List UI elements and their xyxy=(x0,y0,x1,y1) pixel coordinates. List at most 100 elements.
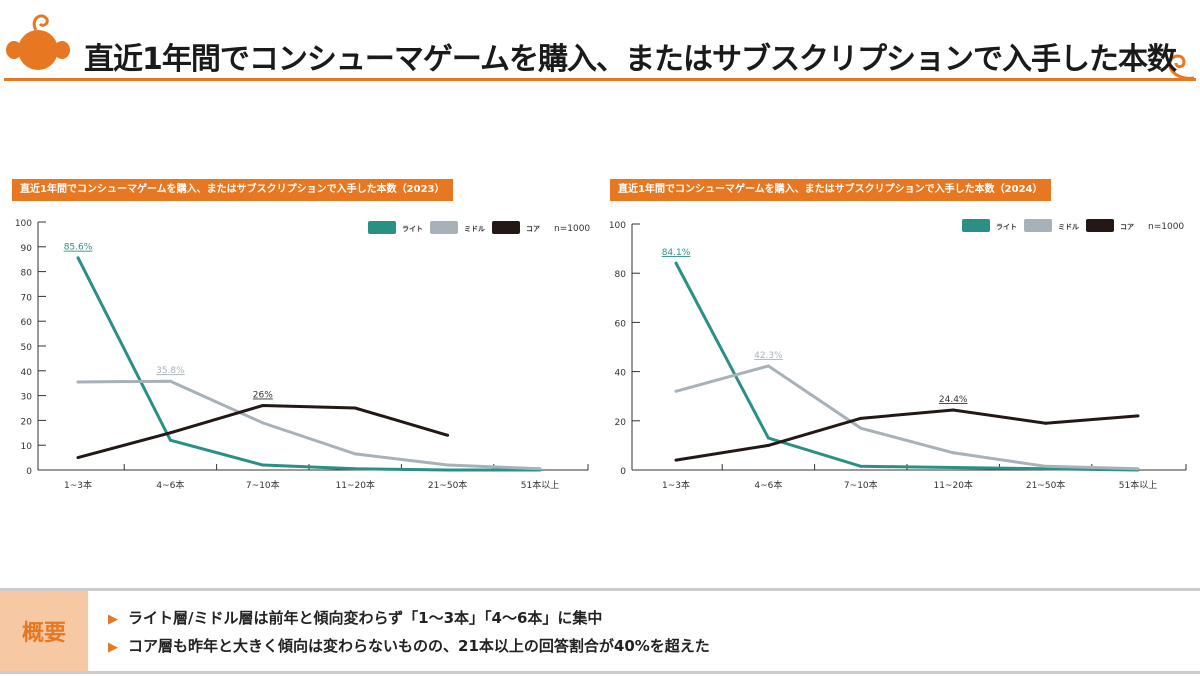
y-tick-label: 0 xyxy=(620,467,626,477)
header-divider xyxy=(4,78,1196,81)
data-point xyxy=(168,431,172,435)
y-tick-label: 20 xyxy=(21,417,33,427)
legend-swatch xyxy=(430,221,458,234)
data-point xyxy=(168,379,172,383)
data-point xyxy=(353,406,357,410)
y-tick-label: 90 xyxy=(21,244,33,254)
legend-swatch xyxy=(962,219,990,232)
x-tick-label: 11~20本 xyxy=(335,479,374,491)
data-point xyxy=(446,468,450,472)
y-tick-label: 40 xyxy=(21,368,33,378)
chart-title-2024: 直近1年間でコンシューマゲームを購入、またはサブスクリプションで入手した本数（2… xyxy=(610,179,1051,201)
legend-label: コア xyxy=(1120,223,1134,231)
y-tick-label: 30 xyxy=(21,393,33,403)
data-point xyxy=(76,456,80,460)
data-point xyxy=(1044,421,1048,425)
data-point xyxy=(261,421,265,425)
series-line-0 xyxy=(674,262,1139,472)
data-point xyxy=(1044,467,1048,471)
legend-label: ライト xyxy=(402,225,423,233)
data-label: 85.6% xyxy=(64,243,93,253)
summary-label: 概要 xyxy=(0,591,88,671)
data-point xyxy=(446,463,450,467)
swirl-icon xyxy=(1168,54,1195,80)
data-point xyxy=(766,364,770,368)
data-label: 35.8% xyxy=(156,366,185,376)
data-point xyxy=(168,438,172,442)
data-point xyxy=(353,452,357,456)
summary-panel: 概要 ▶ ライト層/ミドル層は前年と傾向変わらず「1～3本」「4～6本」に集中 ▶… xyxy=(0,588,1200,674)
x-tick-label: 21~50本 xyxy=(428,479,467,491)
series-line-1 xyxy=(675,364,1139,471)
y-tick-label: 80 xyxy=(21,269,33,279)
data-point xyxy=(951,466,955,470)
data-label: 24.4% xyxy=(939,395,968,405)
y-tick-label: 60 xyxy=(615,319,627,329)
summary-item: ▶ コア層も昨年と大きく傾向は変わらないものの、21本以上の回答割合が40%を超え… xyxy=(108,637,710,655)
data-point xyxy=(538,467,542,471)
x-tick-label: 4~6本 xyxy=(754,479,782,491)
chart-1: 0 20 40 60 80 100 1~3本 4~6本 7~10本 11~20本 21~50本 51本… xyxy=(609,219,1187,491)
y-tick-label: 10 xyxy=(21,442,33,452)
y-tick-label: 70 xyxy=(21,293,33,303)
x-tick-label: 21~50本 xyxy=(1026,479,1065,491)
data-point xyxy=(859,464,863,468)
bullet-triangle-icon: ▶ xyxy=(108,612,118,627)
y-tick-label: 60 xyxy=(21,318,33,328)
legend-label: ライト xyxy=(996,223,1017,231)
chart-0: 0 10 20 30 40 50 60 70 80 90 100 1~3本 4~6本 7~10本 11~20… xyxy=(15,219,591,491)
sample-size-note: n=1000 xyxy=(554,224,590,234)
x-tick-label: 1~3本 xyxy=(662,479,690,491)
data-point xyxy=(1136,467,1140,471)
data-label: 84.1% xyxy=(662,248,691,258)
legend-swatch xyxy=(1086,219,1114,232)
series-line-1 xyxy=(77,379,541,471)
data-point xyxy=(76,256,80,260)
legend-swatch xyxy=(492,221,520,234)
y-tick-label: 40 xyxy=(615,369,627,379)
data-point xyxy=(951,408,955,412)
x-tick-label: 4~6本 xyxy=(156,479,184,491)
y-tick-label: 100 xyxy=(15,219,32,229)
data-point xyxy=(261,404,265,408)
data-label: 26% xyxy=(253,391,273,401)
data-point xyxy=(674,389,678,393)
y-tick-label: 0 xyxy=(26,467,32,477)
data-point xyxy=(951,451,955,455)
legend-label: コア xyxy=(526,225,540,233)
data-point xyxy=(859,426,863,430)
y-tick-label: 50 xyxy=(21,343,33,353)
sample-size-note: n=1000 xyxy=(1148,222,1184,232)
legend-swatch xyxy=(368,221,396,234)
data-point xyxy=(446,433,450,437)
series-line-2 xyxy=(77,404,449,460)
legend-swatch xyxy=(1024,219,1052,232)
monkey-logo-icon xyxy=(6,14,70,70)
legend-label: ミドル xyxy=(464,225,485,233)
legend-label: ミドル xyxy=(1058,223,1079,231)
x-tick-label: 1~3本 xyxy=(64,479,92,491)
x-tick-label: 51本以上 xyxy=(521,479,559,491)
data-point xyxy=(674,261,678,265)
y-tick-label: 100 xyxy=(609,221,626,231)
bullet-triangle-icon: ▶ xyxy=(108,640,118,655)
x-tick-label: 7~10本 xyxy=(246,479,280,491)
series-line-0 xyxy=(76,257,540,472)
data-point xyxy=(1044,464,1048,468)
data-point xyxy=(76,380,80,384)
data-point xyxy=(766,443,770,447)
chart-title-2023: 直近1年間でコンシューマゲームを購入、またはサブスクリプションで入手した本数（2… xyxy=(12,179,453,201)
data-point xyxy=(1136,414,1140,418)
data-point xyxy=(674,458,678,462)
series-line-2 xyxy=(675,408,1139,462)
x-tick-label: 51本以上 xyxy=(1119,479,1157,491)
y-tick-label: 20 xyxy=(615,418,627,428)
page-title: 直近1年間でコンシューマゲームを購入、またはサブスクリプションで入手した本数 xyxy=(84,42,1177,77)
y-tick-label: 80 xyxy=(615,270,627,280)
data-point xyxy=(261,463,265,467)
data-point xyxy=(859,416,863,420)
x-tick-label: 11~20本 xyxy=(933,479,972,491)
x-tick-label: 7~10本 xyxy=(844,479,878,491)
data-point xyxy=(766,436,770,440)
